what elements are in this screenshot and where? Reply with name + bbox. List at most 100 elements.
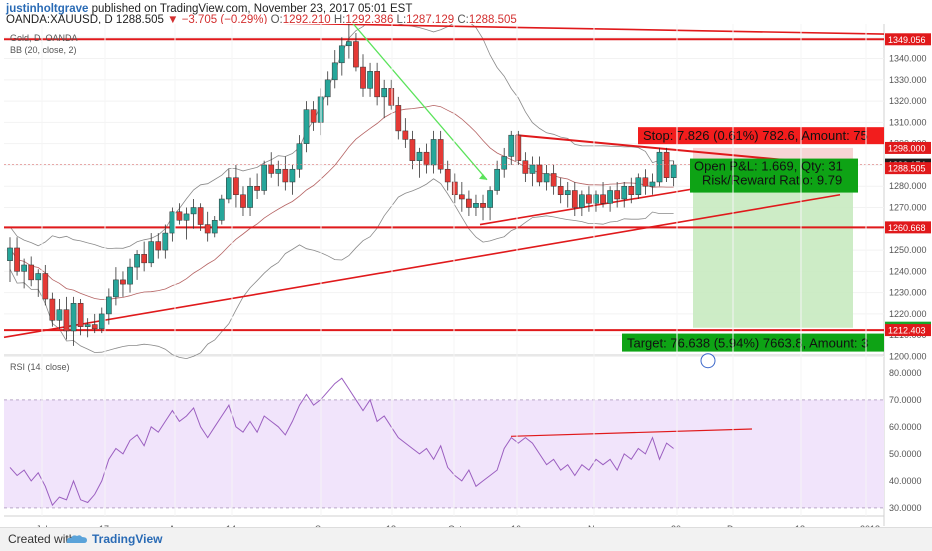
- candle-body: [480, 203, 486, 208]
- price-tick: 1240.000: [889, 266, 927, 276]
- candle-body: [543, 173, 550, 183]
- candle-body: [84, 324, 91, 327]
- price-tick: 1310.000: [889, 117, 927, 127]
- published-text: published on TradingView.com, November 2…: [91, 3, 413, 15]
- price-label: 1298.000: [888, 143, 926, 153]
- candle-body: [550, 173, 557, 187]
- close-label: C:: [457, 14, 469, 26]
- candle-body: [141, 254, 147, 264]
- candle-body: [430, 139, 437, 166]
- author-link[interactable]: justinholtgrave: [6, 3, 89, 15]
- bb-indicator-label: BB (20, close, 2): [10, 45, 77, 55]
- rsi-band: [4, 399, 884, 508]
- candle-body: [91, 324, 98, 330]
- price-tick: 1270.000: [889, 203, 927, 213]
- candle-body: [28, 264, 35, 281]
- pnl-label-box: [690, 158, 858, 193]
- price-tick: 1250.000: [889, 245, 927, 255]
- candle-body: [515, 134, 522, 161]
- candle-body: [360, 66, 366, 89]
- resistance-trendline: [283, 24, 885, 35]
- candle-body: [268, 164, 275, 174]
- event-marker-icon: [700, 353, 716, 369]
- candle-body: [423, 151, 430, 166]
- candle-body: [35, 273, 42, 281]
- candle-body: [42, 273, 49, 300]
- candle-body: [127, 266, 133, 285]
- candle-body: [508, 134, 515, 157]
- target-label-box: [622, 333, 884, 352]
- chart-header: justinholtgrave published on TradingView…: [0, 0, 932, 26]
- candle-body: [254, 185, 260, 191]
- price-label-box: [885, 141, 931, 154]
- price-label: 1260.668: [888, 223, 926, 233]
- target-zone: [693, 168, 853, 328]
- created-with-text: Created with: [8, 532, 76, 546]
- candle-body: [564, 190, 571, 196]
- candle-body: [663, 151, 670, 178]
- candle-body: [197, 207, 204, 225]
- last-price: 1288.505: [115, 14, 164, 26]
- candle-body: [134, 254, 140, 268]
- price-chart[interactable]: Stop: 7.826 (0.61%) 782.6, Amount: 75 Ope…: [0, 24, 932, 550]
- bb-basis: [9, 104, 674, 301]
- price-label-box: [885, 162, 931, 175]
- open-label: O:: [270, 14, 283, 26]
- price-label: 1349.056: [888, 35, 926, 45]
- candle-body: [501, 156, 508, 170]
- candle-body: [310, 109, 317, 123]
- candle-body: [621, 185, 628, 200]
- down-arrow-icon: ▼: [167, 14, 179, 26]
- candle-body: [473, 203, 479, 208]
- price-label-box: [885, 221, 931, 234]
- tradingview-brand[interactable]: TradingView: [92, 532, 163, 546]
- candle-body: [388, 88, 395, 106]
- price-label-box: [885, 324, 931, 337]
- candle-body: [466, 198, 472, 208]
- candle-body: [169, 211, 176, 234]
- candle-body: [282, 168, 289, 183]
- candle-body: [183, 213, 190, 221]
- target-label: Target: 76.638 (5.94%) 7663.8, Amount: 3: [627, 336, 868, 351]
- green-arrow-line: [352, 24, 488, 181]
- support-trendline: [3, 193, 841, 339]
- candle-body: [494, 168, 500, 191]
- price-tick: 1280.000: [889, 181, 927, 191]
- candle-body: [49, 298, 56, 321]
- candle-body: [148, 241, 155, 264]
- low-value: 1287.129: [406, 14, 455, 26]
- candle-body: [402, 130, 409, 140]
- candle-body: [218, 198, 225, 221]
- candle-body: [444, 168, 451, 183]
- candle-body: [593, 194, 599, 204]
- candle-body: [536, 164, 543, 183]
- close-value: 1288.505: [468, 14, 517, 26]
- candle-body: [233, 177, 239, 196]
- candle-body: [275, 168, 282, 174]
- stop-label-box: [638, 127, 884, 145]
- candle-body: [70, 303, 77, 332]
- candle-body: [614, 190, 621, 200]
- candle-body: [324, 79, 331, 98]
- price-label-box: [885, 33, 931, 46]
- rsi-tick: 50.0000: [889, 449, 922, 459]
- candle-body: [579, 194, 585, 208]
- rsi-tick: 80.0000: [889, 368, 922, 378]
- candle-body: [374, 71, 380, 98]
- price-tick: 1330.000: [889, 75, 927, 85]
- low-label: L:: [396, 14, 407, 26]
- candle-body: [14, 247, 20, 272]
- tradingview-cloud-icon: [66, 535, 87, 543]
- candle-body: [656, 151, 663, 183]
- stop-label: Stop: 7.826 (0.61%) 782.6, Amount: 75: [643, 128, 868, 143]
- candle-body: [346, 41, 352, 47]
- candle-body: [289, 168, 296, 183]
- pnl-label: Open P&L: 1.669, Qty: 31: [694, 159, 843, 174]
- candle-body: [571, 190, 578, 208]
- candle-body: [416, 151, 423, 161]
- rsi-tick: 40.0000: [889, 476, 922, 486]
- candle-body: [529, 164, 536, 174]
- candle-body: [98, 313, 105, 330]
- symbol-text: OANDA:XAUUSD, D: [6, 14, 113, 26]
- candle-body: [395, 105, 402, 132]
